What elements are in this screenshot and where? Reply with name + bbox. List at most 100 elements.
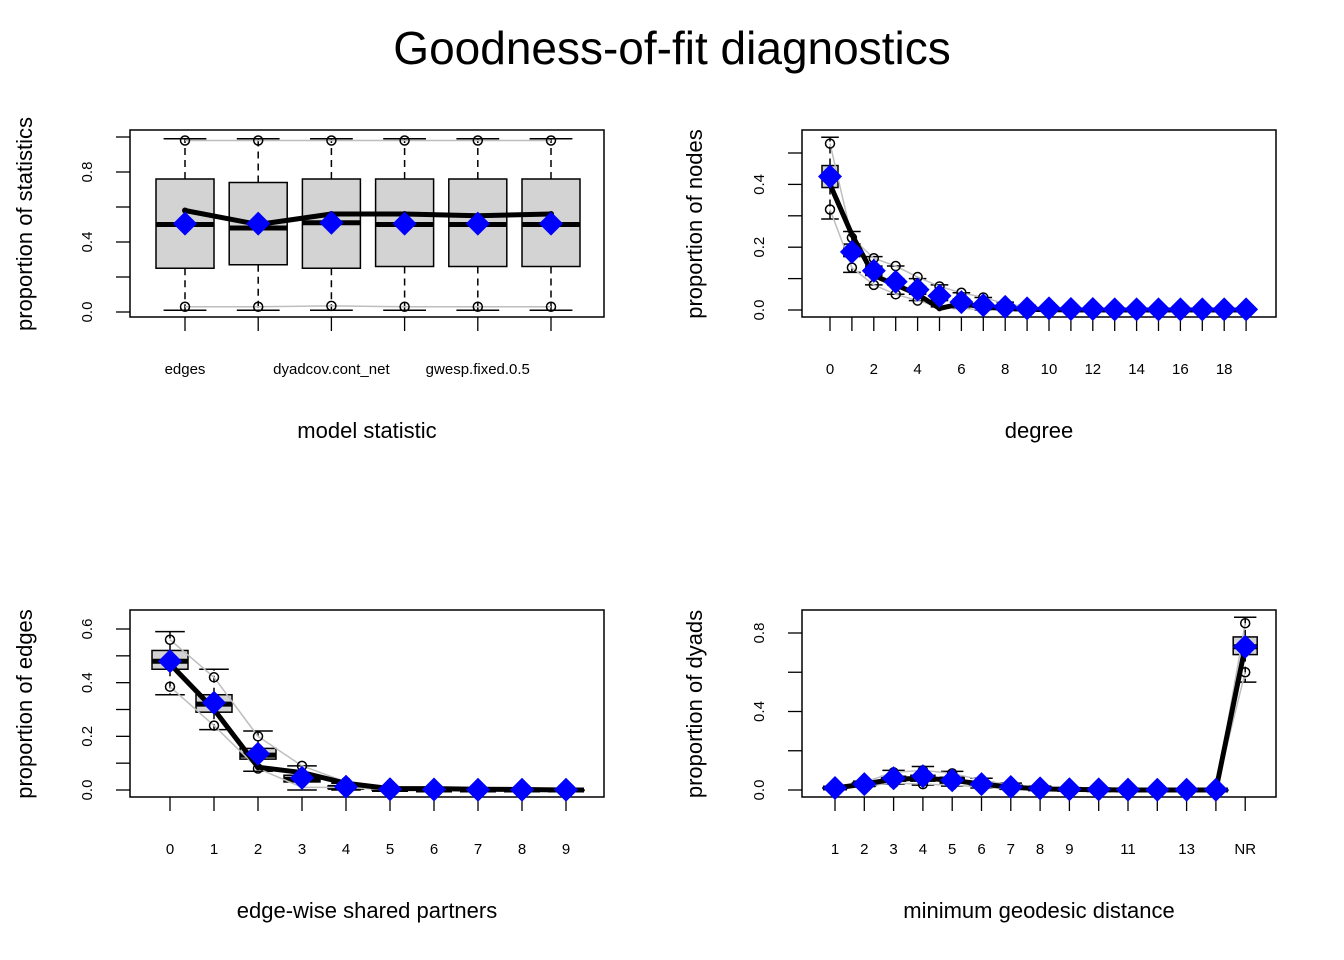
y-tick-label: 0.0 (751, 780, 768, 801)
observed-point (158, 649, 182, 674)
observed-point (1124, 297, 1149, 322)
observed-point (905, 277, 930, 302)
sim-bound-point (164, 634, 176, 645)
plot-frame (129, 609, 605, 798)
observed-point (392, 211, 417, 236)
x-tick-label: gwesp.fixed.0.5 (426, 361, 530, 378)
x-tick-label: 0 (166, 841, 174, 858)
sim-bound-point (326, 300, 337, 312)
sim-bound-point (252, 731, 264, 742)
x-tick-label: 6 (957, 361, 965, 378)
panel-edge-wise-shared-partners: 0.0 0.2 0.4 0.6 proportion of edges edge-wise… (12, 609, 605, 923)
sim-bound-point (472, 301, 484, 312)
x-tick-label: 8 (1001, 361, 1009, 378)
x-tick-label: 18 (1216, 361, 1233, 378)
observed-point (290, 765, 314, 790)
observed-point (818, 164, 842, 189)
sim-bound-point (1239, 617, 1251, 629)
sim-bound-point (399, 301, 410, 312)
sim-mean-line (184, 208, 552, 227)
y-tick-label: 0.4 (751, 701, 768, 722)
observed-point (319, 210, 344, 235)
y-axis-label: proportion of edges (12, 609, 37, 799)
x-tick-label: 2 (870, 361, 878, 378)
x-tick-label: 7 (474, 841, 482, 858)
sim-bound-point (208, 672, 220, 683)
observed-point (940, 768, 965, 793)
panel-degree: 0.0 0.2 0.4 proportion of nodes degree 0 2 4 6 8 1… (682, 129, 1277, 443)
x-axis-label: degree (1005, 418, 1074, 443)
x-tick-label: 0 (826, 361, 834, 378)
observed-point (971, 293, 996, 318)
x-tick-label: 3 (889, 841, 897, 858)
observed-point (949, 290, 974, 315)
sim-mean-point (848, 231, 855, 238)
sim-bound-point (545, 301, 557, 312)
sim-mean-point (182, 207, 188, 214)
x-tick-label: edges (165, 361, 206, 378)
observed-point (1102, 297, 1127, 322)
sim-bound-point (326, 135, 337, 146)
x-tick-label: 6 (430, 841, 438, 858)
x-tick-label: 9 (562, 841, 570, 858)
observed-point (1203, 777, 1228, 802)
observed-point (202, 690, 226, 715)
observed-point (1174, 777, 1199, 802)
x-tick-label: dyadcov.cont_net (273, 361, 390, 378)
sim-upper-line (169, 639, 567, 791)
x-tick-label: 1 (831, 841, 839, 858)
y-tick-label: 0.0 (751, 300, 768, 321)
observed-point (883, 269, 908, 294)
sim-bound-point (208, 720, 220, 731)
x-tick-label: 2 (860, 841, 868, 858)
y-tick-label: 0.8 (751, 623, 768, 644)
sim-lower-line (185, 305, 551, 308)
observed-point (1080, 297, 1105, 322)
figure-title: Goodness-of-fit diagnostics (393, 22, 950, 74)
y-tick-label: 0.6 (79, 619, 96, 640)
observed-point (927, 283, 952, 308)
observed-point (1145, 777, 1170, 802)
x-tick-label: 9 (1065, 841, 1073, 858)
x-axis-label: edge-wise shared partners (237, 898, 497, 923)
x-tick-label: 4 (919, 841, 927, 858)
x-axis-label: model statistic (297, 418, 436, 443)
x-tick-label: 5 (386, 841, 394, 858)
observed-point (465, 211, 490, 236)
observed-point (1146, 297, 1171, 322)
x-tick-label: 6 (977, 841, 985, 858)
observed-point (466, 777, 490, 802)
x-tick-label: 11 (1120, 841, 1136, 858)
observed-point (1037, 296, 1061, 321)
panel-minimum-geodesic-distance: 0.0 0.4 0.8 proportion of dyads minimum geod… (682, 609, 1277, 923)
panel-model-statistic: 0.0 0.4 0.8 proportion of statistics model s… (12, 117, 605, 443)
sim-bound-point (824, 138, 836, 149)
x-tick-label: 12 (1084, 361, 1101, 378)
observed-point (1212, 297, 1237, 322)
observed-point (861, 258, 886, 283)
observed-point (246, 741, 270, 766)
sim-bound-point (252, 301, 264, 312)
x-tick-label: 13 (1178, 841, 1195, 858)
observed-point (1116, 777, 1140, 802)
sim-bound-point (164, 681, 176, 692)
observed-point (993, 294, 1018, 319)
sim-bound-point (252, 135, 264, 146)
x-tick-label: 5 (948, 841, 956, 858)
observed-point (173, 211, 197, 236)
observed-point (1058, 297, 1083, 322)
y-axis-label: proportion of nodes (682, 129, 707, 319)
observed-point (1168, 297, 1193, 322)
y-tick-label: 0.4 (79, 232, 96, 253)
observed-point (378, 777, 402, 802)
x-axis-label: minimum geodesic distance (903, 898, 1174, 923)
observed-point (1233, 634, 1258, 659)
observed-point (839, 239, 864, 264)
observed-point (246, 211, 271, 236)
observed-point (852, 772, 877, 797)
plot-frame (129, 129, 605, 318)
observed-point (1028, 776, 1053, 801)
observed-point (422, 777, 446, 802)
y-tick-label: 0.4 (79, 672, 96, 693)
